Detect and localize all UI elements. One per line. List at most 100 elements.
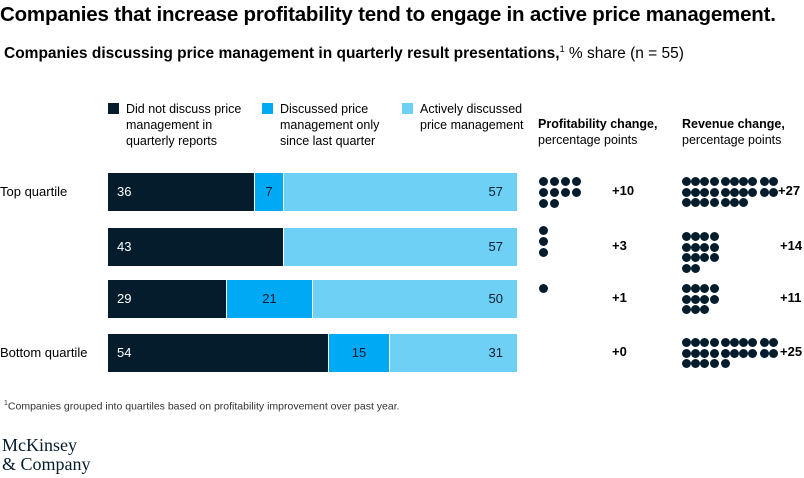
legend-label: Discussed price management only since la… bbox=[280, 102, 380, 148]
revenue-dot bbox=[691, 177, 701, 186]
revenue-column-header: Revenue change, percentage points bbox=[682, 116, 785, 148]
footnote-text: Companies grouped into quartiles based o… bbox=[7, 400, 400, 413]
logo-line-2: & Company bbox=[2, 454, 91, 474]
profitability-dot bbox=[539, 177, 548, 186]
revenue-dot bbox=[700, 338, 710, 347]
bar-segment-did-not-discuss: 29 bbox=[108, 280, 227, 318]
revenue-dot bbox=[682, 177, 691, 186]
revenue-dot bbox=[720, 198, 730, 207]
profitability-dot bbox=[572, 188, 581, 197]
revenue-dot bbox=[730, 198, 739, 207]
revenue-dot bbox=[682, 232, 691, 241]
revenue-dot bbox=[700, 294, 710, 304]
revenue-dot bbox=[691, 338, 701, 347]
subtitle-rest: % share (n = 55) bbox=[564, 45, 684, 62]
revenue-dot bbox=[691, 253, 701, 262]
revenue-dot bbox=[682, 294, 691, 304]
mckinsey-logo: McKinsey & Company bbox=[2, 436, 91, 474]
revenue-dot bbox=[720, 348, 730, 358]
row-label: Top quartile bbox=[0, 184, 68, 199]
bar-segment-did-not-discuss: 36 bbox=[108, 173, 255, 211]
revenue-value: +25 bbox=[780, 344, 803, 359]
revenue-dot bbox=[682, 198, 691, 207]
profitability-dot bbox=[539, 226, 548, 235]
revenue-dot bbox=[682, 253, 691, 262]
logo-line-1: McKinsey bbox=[2, 435, 77, 455]
revenue-dot bbox=[748, 187, 758, 197]
legend-swatch-mid bbox=[262, 103, 273, 114]
revenue-dot bbox=[730, 187, 739, 197]
legend-swatch-dark bbox=[108, 103, 119, 114]
profitability-dot bbox=[550, 177, 559, 186]
revenue-dot bbox=[682, 187, 691, 197]
bar-value-label: 21 bbox=[262, 291, 277, 306]
revenue-dot bbox=[720, 359, 730, 368]
revenue-dot bbox=[720, 187, 730, 197]
row-label: Bottom quartile bbox=[0, 345, 88, 360]
revenue-dot bbox=[691, 187, 701, 197]
revenue-dot bbox=[730, 348, 739, 358]
revenue-dot bbox=[691, 348, 701, 358]
profitability-value: +0 bbox=[612, 344, 627, 359]
revenue-dot bbox=[709, 187, 719, 197]
bar-value-label: 57 bbox=[488, 239, 503, 254]
revenue-dot bbox=[720, 338, 730, 347]
bar-value-label: 31 bbox=[488, 345, 503, 360]
revenue-dot bbox=[759, 338, 769, 347]
revenue-dot bbox=[768, 187, 778, 197]
bar-value-label: 36 bbox=[117, 184, 132, 199]
profitability-dot bbox=[539, 188, 548, 197]
revenue-dot bbox=[691, 294, 701, 304]
revenue-dot bbox=[759, 187, 769, 197]
revenue-dot bbox=[700, 198, 710, 207]
revenue-dot bbox=[682, 338, 691, 347]
bar-value-label: 29 bbox=[117, 291, 132, 306]
revenue-header-title: Revenue change, bbox=[682, 117, 785, 131]
legend-label: Did not discuss price management in quar… bbox=[126, 102, 242, 148]
revenue-dot bbox=[691, 242, 701, 252]
profitability-dot bbox=[539, 284, 548, 293]
revenue-dot bbox=[739, 187, 749, 197]
bar-value-label: 7 bbox=[265, 184, 273, 199]
revenue-dot bbox=[709, 253, 719, 262]
revenue-dot bbox=[691, 359, 701, 368]
revenue-dot bbox=[691, 305, 701, 314]
revenue-dot bbox=[691, 198, 701, 207]
bar-segment-actively-discussed: 57 bbox=[284, 173, 517, 211]
revenue-dot bbox=[730, 177, 739, 186]
bar-segment-actively-discussed: 57 bbox=[284, 228, 517, 266]
revenue-dot bbox=[709, 198, 719, 207]
revenue-dot bbox=[682, 242, 691, 252]
profitability-header-sub: percentage points bbox=[538, 133, 638, 147]
revenue-dot bbox=[691, 232, 701, 241]
subtitle-bold: Companies discussing price management in… bbox=[4, 45, 560, 62]
revenue-dot bbox=[739, 198, 749, 207]
profitability-dot bbox=[561, 177, 570, 186]
profitability-dot bbox=[572, 177, 581, 186]
revenue-dot bbox=[748, 348, 758, 358]
revenue-dot bbox=[700, 187, 710, 197]
revenue-dot bbox=[709, 232, 719, 241]
revenue-dot bbox=[768, 177, 778, 186]
bar-segment-did-not-discuss: 54 bbox=[108, 334, 329, 372]
bar-segment-discussed-since-last: 21 bbox=[227, 280, 313, 318]
bar-segment-actively-discussed: 31 bbox=[390, 334, 517, 372]
profitability-column-header: Profitability change, percentage points bbox=[538, 116, 657, 148]
revenue-dot bbox=[739, 338, 749, 347]
revenue-dot bbox=[759, 348, 769, 358]
revenue-dot bbox=[709, 348, 719, 358]
footnote-marker: 1 bbox=[4, 400, 8, 407]
revenue-dot bbox=[720, 177, 730, 186]
revenue-dot bbox=[682, 305, 691, 314]
revenue-dot bbox=[768, 338, 778, 347]
bar-value-label: 15 bbox=[351, 345, 367, 360]
profitability-value: +1 bbox=[612, 290, 627, 305]
revenue-dot bbox=[730, 338, 739, 347]
revenue-dot bbox=[700, 284, 710, 293]
bar-segment-did-not-discuss: 43 bbox=[108, 228, 284, 266]
profitability-dot bbox=[550, 199, 559, 208]
chart-subtitle: Companies discussing price management in… bbox=[4, 44, 684, 63]
revenue-dot bbox=[748, 177, 758, 186]
revenue-value: +27 bbox=[778, 183, 801, 198]
revenue-value: +14 bbox=[780, 238, 803, 253]
